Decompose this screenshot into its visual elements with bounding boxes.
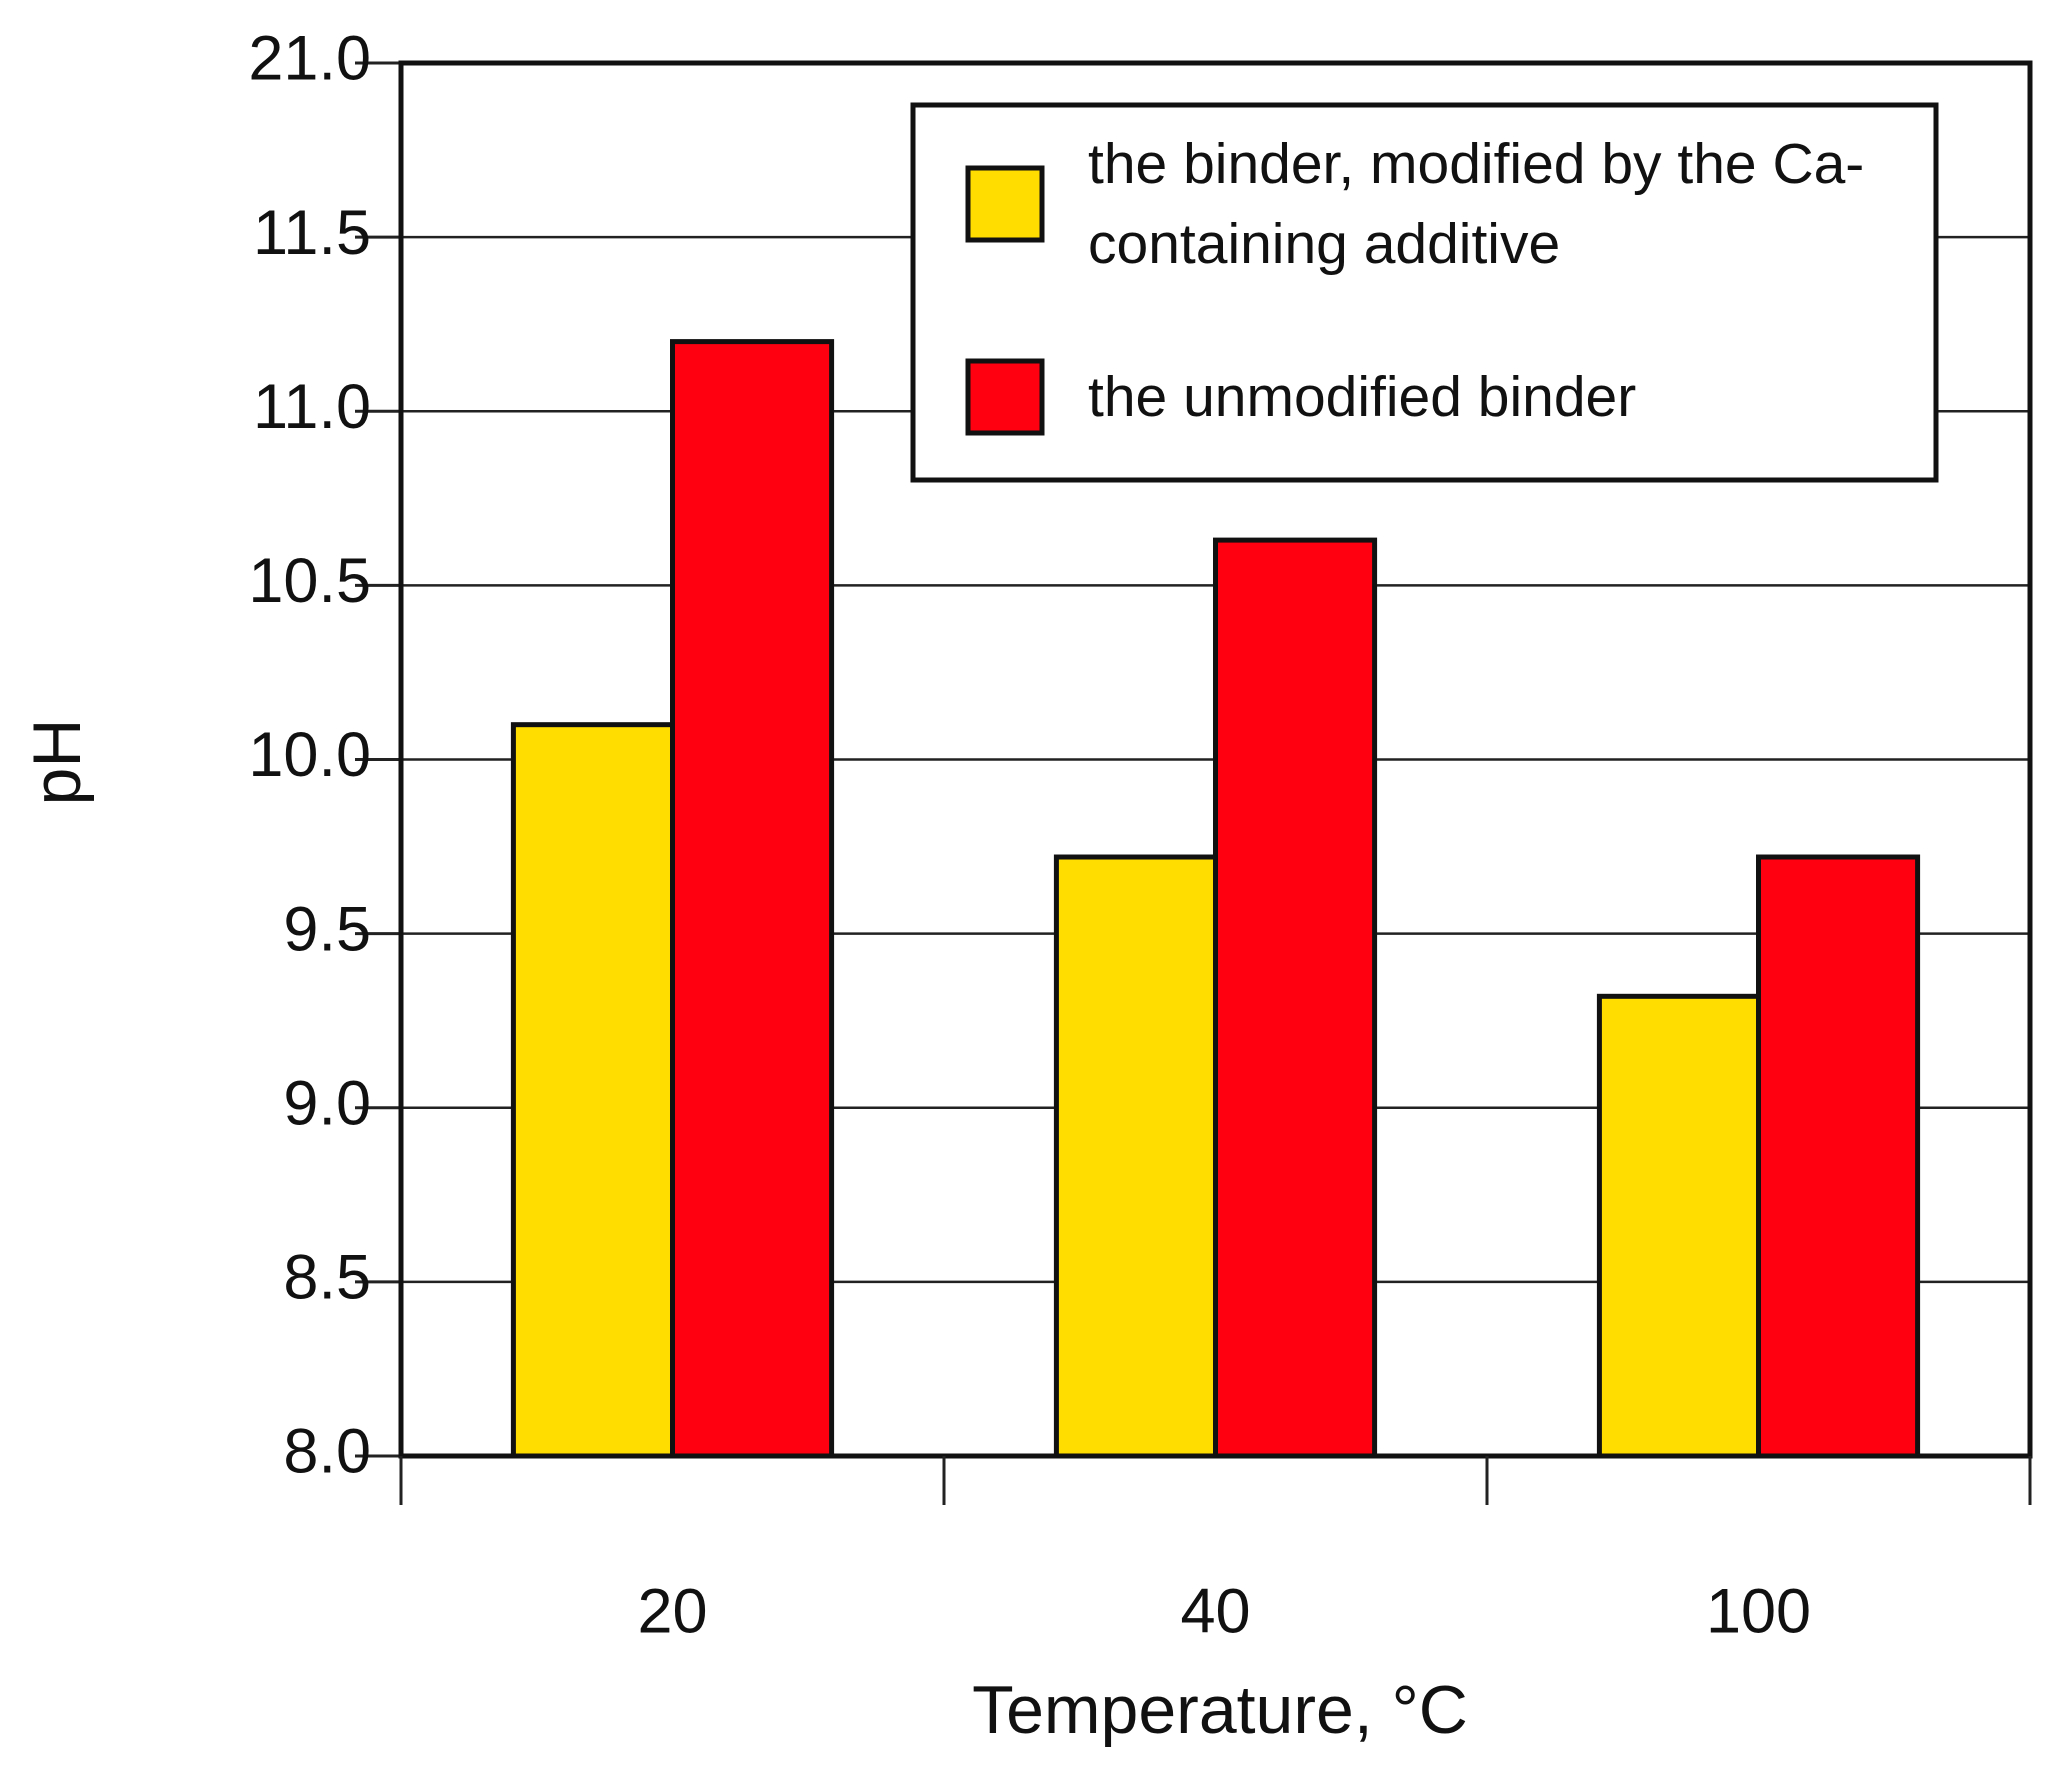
bar xyxy=(1596,993,1761,1459)
bar xyxy=(1756,854,1921,1459)
y-tick-label: 10.5 xyxy=(248,546,371,616)
bar xyxy=(670,339,835,1459)
y-tick-label: 8.5 xyxy=(283,1243,371,1313)
y-tick-label: 8.0 xyxy=(283,1417,371,1487)
legend-swatch xyxy=(965,165,1045,243)
plot-frame xyxy=(398,60,2033,1459)
y-tick-label: 9.0 xyxy=(283,1068,371,1138)
y-axis-title: pH xyxy=(19,719,95,806)
legend-label: the binder, modified by the Ca-containin… xyxy=(1088,132,1865,276)
legend-label: the unmodified binder xyxy=(1088,365,1637,429)
bar xyxy=(1213,537,1378,1459)
legend-label-box: the unmodified binder xyxy=(1088,365,1637,429)
legend: the binder, modified by the Ca-containin… xyxy=(910,102,1939,483)
x-axis-title: Temperature, °C xyxy=(972,1672,1468,1748)
y-tick-label: 11.5 xyxy=(253,198,371,268)
x-tick-label: 20 xyxy=(637,1577,707,1647)
legend-box xyxy=(910,102,1939,483)
legend-label-box: the binder, modified by the Ca-containin… xyxy=(1088,132,1865,276)
bar xyxy=(510,722,675,1459)
bar xyxy=(1053,854,1218,1459)
legend-swatch xyxy=(965,358,1045,436)
x-tick-label: 40 xyxy=(1180,1577,1250,1647)
y-tick-label: 21.0 xyxy=(248,24,371,94)
y-tick-label: 10.0 xyxy=(248,720,371,790)
y-tick-label: 9.5 xyxy=(283,894,371,964)
y-tick-label: 11.0 xyxy=(253,372,371,442)
x-tick-label: 100 xyxy=(1706,1577,1811,1647)
